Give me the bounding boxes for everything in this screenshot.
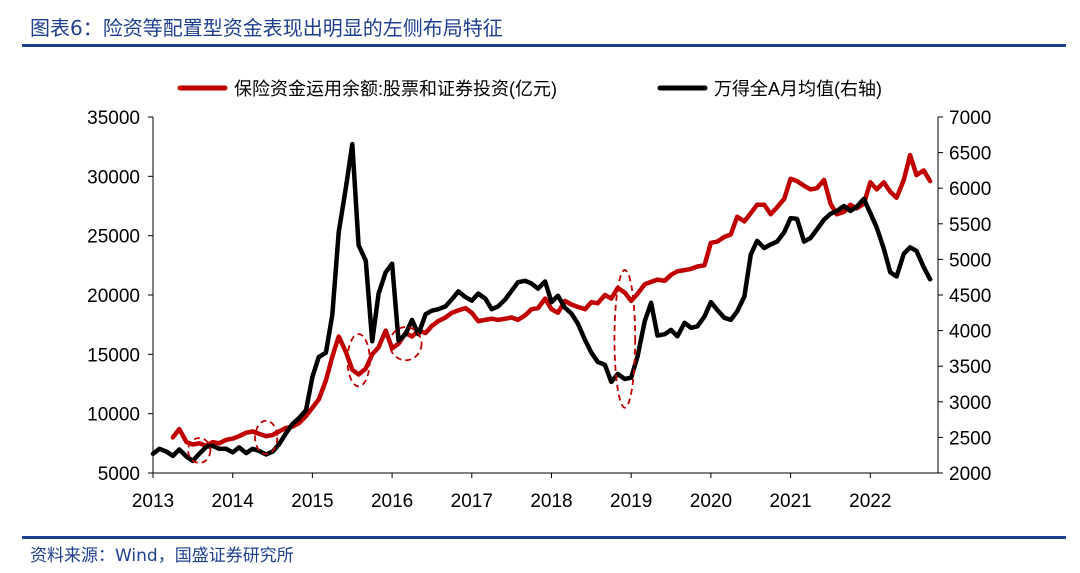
axes: 35000 30000 25000 20000 15000 10000 5000 7000 65… [87, 108, 991, 512]
source-note: 资料来源：Wind，国盛证券研究所 [30, 546, 294, 566]
right-tick-label: 7000 [949, 108, 991, 129]
x-tick-label: 2014 [212, 491, 255, 512]
x-tick-label: 2017 [451, 491, 493, 512]
figure-title: 图表6：险资等配置型资金表现出明显的左侧布局特征 [30, 16, 503, 40]
left-tick-label: 15000 [87, 345, 140, 366]
left-tick-label: 30000 [87, 167, 140, 188]
series-line-insurance-holdings [170, 152, 933, 448]
left-tick-label: 20000 [87, 286, 140, 307]
legend-label: 万得全A月均值(右轴) [714, 79, 882, 99]
left-tick-label: 5000 [98, 464, 140, 485]
right-tick-label: 5000 [949, 250, 991, 271]
x-tick-label: 2018 [530, 491, 572, 512]
right-tick-label: 6000 [949, 179, 991, 200]
legend-label: 保险资金运用余额:股票和证券投资(亿元) [234, 79, 557, 99]
left-tick-label: 25000 [87, 227, 140, 248]
x-tick-label: 2013 [132, 491, 174, 512]
title-rule [22, 44, 1066, 47]
right-tick-label: 4500 [949, 286, 991, 307]
right-tick-label: 6500 [949, 144, 991, 165]
left-tick-label: 10000 [87, 405, 140, 426]
series-line-wind-all-a [150, 141, 933, 464]
dashed-ellipse-annotation [187, 437, 212, 464]
right-tick-label: 3000 [949, 393, 991, 414]
x-tick-label: 2015 [291, 491, 333, 512]
x-tick-label: 2021 [769, 491, 811, 512]
series-layer [150, 141, 933, 464]
right-tick-label: 4000 [949, 322, 991, 343]
dashed-ellipse-annotation [388, 326, 423, 362]
legend: 保险资金运用余额:股票和证券投资(亿元) 万得全A月均值(右轴) [177, 79, 882, 99]
dashed-ellipse-annotation [254, 419, 279, 455]
dashed-ellipse-annotation [346, 333, 371, 388]
right-tick-label: 3500 [949, 357, 991, 378]
x-tick-label: 2022 [849, 491, 891, 512]
dashed-ellipse-annotation [613, 269, 637, 409]
right-tick-label: 5500 [949, 215, 991, 236]
right-tick-label: 2500 [949, 428, 991, 449]
annotation-layer [187, 269, 637, 464]
x-tick-label: 2020 [690, 491, 732, 512]
right-tick-label: 2000 [949, 464, 991, 485]
source-rule [22, 536, 1066, 539]
x-tick-label: 2016 [371, 491, 413, 512]
x-tick-label: 2019 [610, 491, 652, 512]
left-tick-label: 35000 [87, 108, 140, 129]
